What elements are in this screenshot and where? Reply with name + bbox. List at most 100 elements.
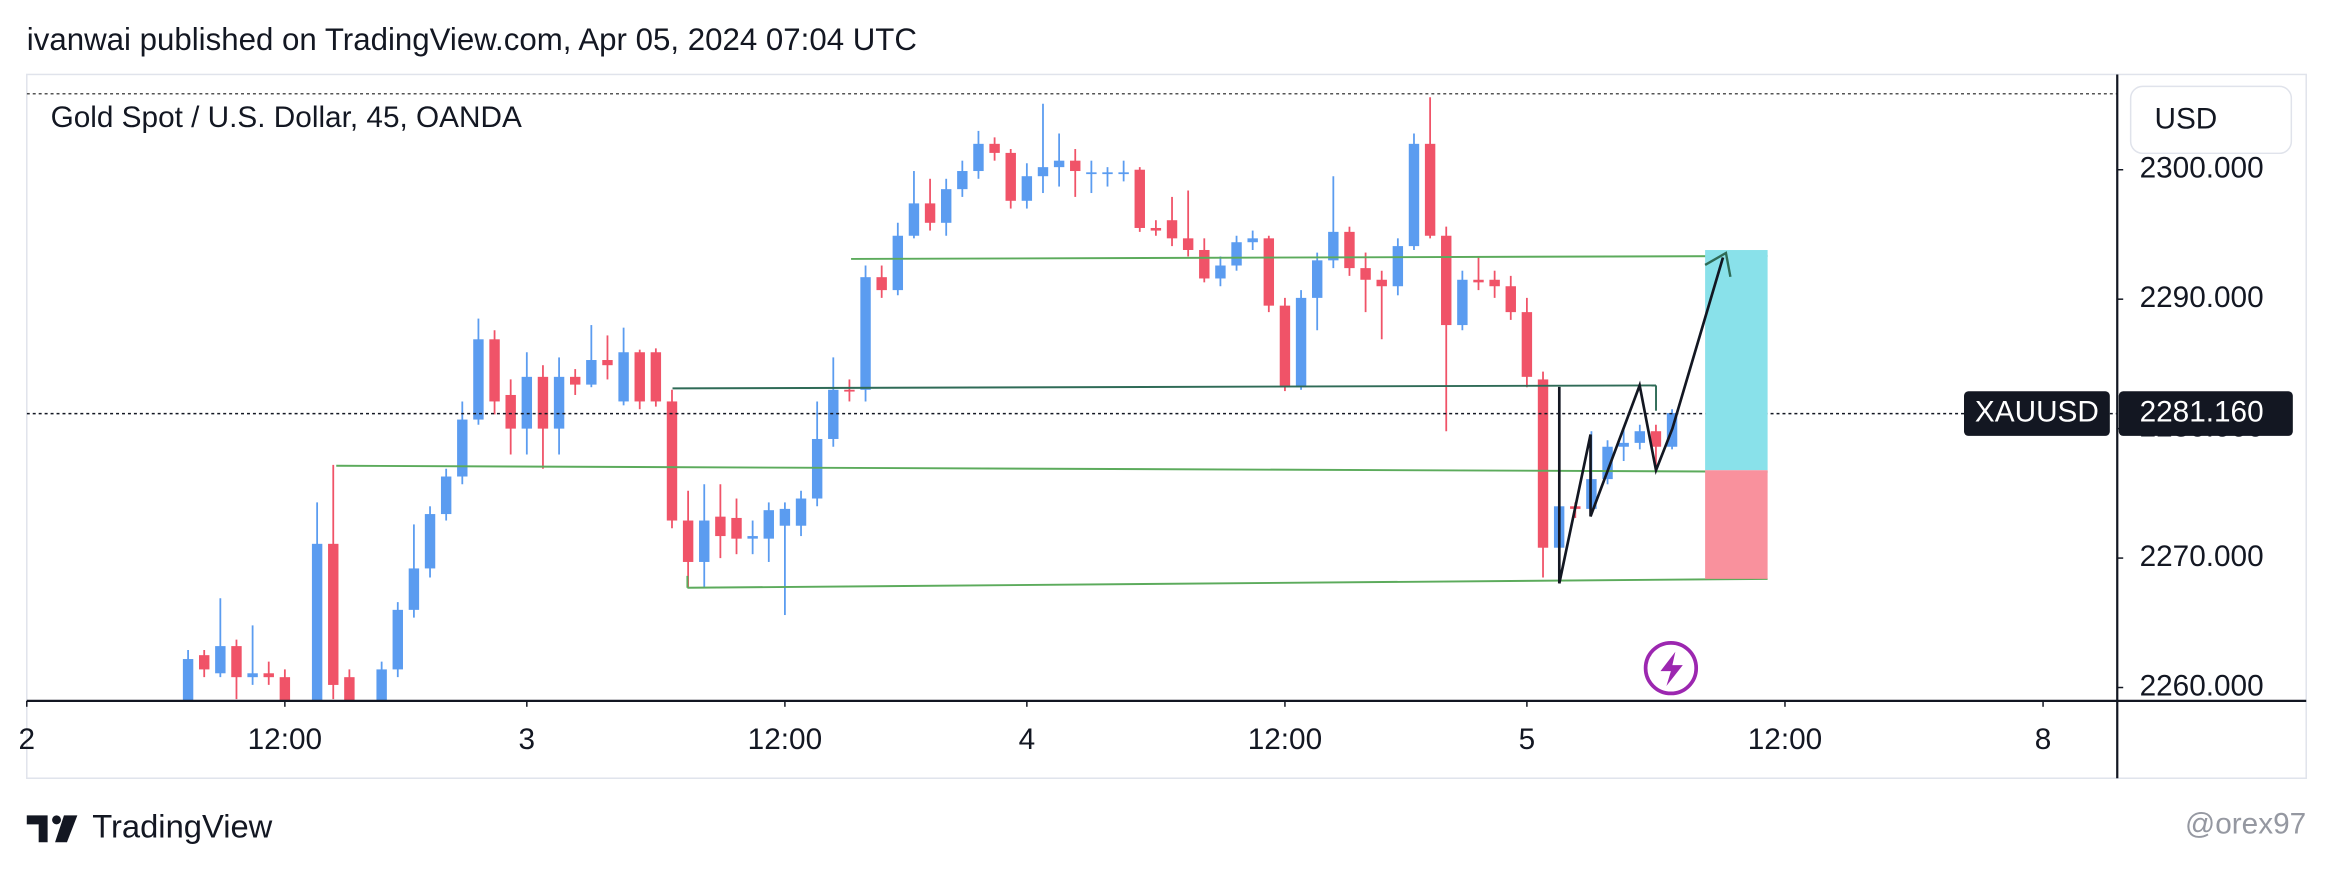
candle-body [1215,265,1226,279]
x-tick-label: 5 [1519,723,1536,756]
plot-area [26,97,2118,701]
candle-body [908,203,920,236]
candle-body [1408,143,1420,247]
candle-body [1311,260,1323,298]
level-line [672,384,1657,390]
candle-body [924,203,936,223]
candle-body [940,189,952,223]
x-tick-label: 8 [2035,723,2052,756]
candle-body [215,646,226,674]
candle-body [779,508,791,526]
price-label: 2281.160 [2140,395,2264,428]
candle-body [473,339,484,420]
candle-body [279,677,291,701]
candle-body [699,520,710,562]
candle-body [1231,242,1242,266]
candle-body [1118,172,1129,175]
candle-body [1070,160,1081,172]
y-tick-label: 2300.000 [2140,152,2264,185]
candle-body [1634,431,1646,443]
candle-body [231,646,242,678]
candle-body [1199,249,1210,279]
currency-button[interactable] [2129,85,2293,155]
candle-body [424,514,436,569]
projection-path [1557,257,1725,584]
brand-name: TradingView [92,807,272,844]
candle-body [973,143,984,172]
candle-body [618,352,629,402]
candle-body [650,352,662,402]
candle-body [844,389,855,392]
logo-part [52,815,62,825]
drawings [26,93,2118,696]
x-tick-label: 12:00 [748,723,822,756]
candle-body [311,543,323,701]
candle-body [1424,143,1436,236]
candle-body [1086,172,1097,175]
candle-body [602,360,613,366]
candle-body [1650,431,1662,447]
candle-body [505,394,516,429]
candle-body [570,376,581,385]
candle-body [1150,227,1162,231]
symbol-label: XAUUSD [1975,395,2099,428]
candle-body [1618,442,1629,447]
candle-body [1295,297,1307,388]
candle-body [537,376,549,429]
candle-body [811,438,823,499]
author-tag: @orex97 [2185,808,2306,841]
candle-body [489,339,500,402]
candle-body [392,609,403,670]
candle-body [199,655,210,670]
candle-body [1489,279,1500,287]
candle-body [989,143,1000,153]
candle-body [666,401,678,521]
candle-body [408,568,420,610]
level-line [687,577,1768,589]
candle-body [1134,169,1145,228]
candle-body [747,536,758,539]
candle-body [1441,235,1452,326]
candle-body [1328,231,1339,261]
candle-body [957,171,968,190]
price-tag [2118,391,2293,436]
candle-body [1505,286,1516,313]
candle-body [1037,167,1049,177]
candle-body [263,673,274,678]
candle-body [731,517,742,539]
level-line [851,255,1768,260]
candle-body [1457,279,1468,326]
brand-logo [26,815,78,843]
x-tick-label: 4 [1019,723,1036,756]
candle-body [328,543,339,685]
candle-body [795,498,807,526]
logo-part [26,815,48,843]
y-tick-label: 2260.000 [2140,669,2264,702]
x-tick-label: 12:00 [1248,723,1322,756]
candle-body [860,277,871,390]
candle-body [1005,152,1016,201]
candle-body [1182,238,1194,250]
candle-body [1102,172,1113,175]
candle-body [553,376,565,429]
candle-body [586,360,597,385]
candle-body [247,673,258,678]
candle-body [1473,279,1484,283]
logo-part [55,815,78,843]
level-line [336,464,1768,473]
candle-body [682,520,694,562]
candle-body [182,659,194,701]
arrow-head [1704,251,1732,278]
candle-body [344,677,355,701]
x-tick-label: 12:00 [1748,723,1822,756]
candle-body [1247,238,1258,243]
candle-body [376,669,387,701]
candle-body [1166,220,1178,239]
chart-frame [26,73,2307,779]
candle-body [440,476,452,515]
candle-body [763,510,774,539]
candle-body [1360,268,1371,280]
candle-body [1521,312,1533,377]
candle-body [1537,379,1549,548]
